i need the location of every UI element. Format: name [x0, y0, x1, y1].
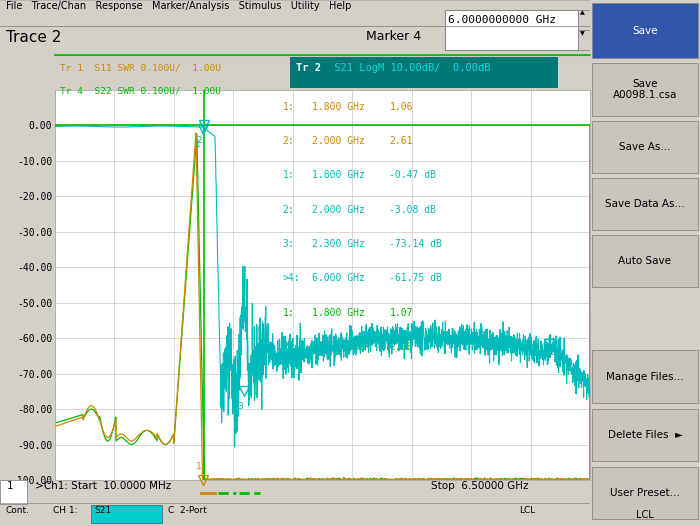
Text: -0.47 dB: -0.47 dB: [389, 170, 436, 180]
Text: 1:: 1:: [282, 170, 294, 180]
Text: 1.800 GHz: 1.800 GHz: [312, 308, 365, 318]
Text: 1: 1: [195, 140, 201, 149]
Bar: [445, 10, 578, 49]
Text: Cont.: Cont.: [6, 506, 30, 515]
Text: Stop  6.50000 GHz: Stop 6.50000 GHz: [430, 481, 528, 491]
Bar: [592, 409, 698, 461]
Text: 1:: 1:: [282, 102, 294, 112]
Text: 1: 1: [7, 481, 14, 491]
Bar: [592, 350, 698, 403]
Text: 2:: 2:: [282, 205, 294, 215]
Text: User Preset...: User Preset...: [610, 488, 680, 498]
Text: ▲: ▲: [580, 10, 584, 15]
Text: 6.000 GHz: 6.000 GHz: [312, 274, 365, 284]
Text: ▼: ▼: [580, 31, 584, 36]
Bar: [92, 505, 162, 523]
Text: S21: S21: [94, 506, 111, 515]
Text: 6.0000000000 GHz: 6.0000000000 GHz: [449, 15, 556, 25]
Bar: [578, 29, 592, 49]
Text: Save Data As...: Save Data As...: [606, 199, 685, 209]
Text: 2: 2: [197, 136, 202, 145]
Text: -73.14 dB: -73.14 dB: [389, 239, 442, 249]
Text: 1.07: 1.07: [389, 308, 413, 318]
Text: S21 LogM 10.00dB/  0.00dB: S21 LogM 10.00dB/ 0.00dB: [328, 63, 490, 73]
Bar: [592, 121, 698, 173]
Text: 2.000 GHz: 2.000 GHz: [312, 136, 365, 146]
Text: 1.800 GHz: 1.800 GHz: [312, 170, 365, 180]
Text: LCL: LCL: [519, 506, 536, 515]
Text: Save As...: Save As...: [620, 142, 671, 152]
Text: Save
A0098.1.csa: Save A0098.1.csa: [612, 79, 677, 100]
Text: 3:: 3:: [282, 239, 294, 249]
Text: >4:: >4:: [282, 274, 300, 284]
Text: C  2-Port: C 2-Port: [168, 506, 207, 515]
Text: 2.000 GHz: 2.000 GHz: [312, 205, 365, 215]
Bar: [578, 10, 592, 29]
Bar: [0, 480, 27, 504]
Text: -3.08 dB: -3.08 dB: [389, 205, 436, 215]
Text: File   Trace/Chan   Response   Marker/Analysis   Stimulus   Utility   Help: File Trace/Chan Response Marker/Analysis…: [6, 1, 351, 11]
Bar: [592, 63, 698, 116]
Text: 1.06: 1.06: [389, 102, 413, 112]
Text: 1:: 1:: [282, 308, 294, 318]
Text: 2:: 2:: [282, 342, 294, 352]
Text: Tr 1  S11 SWR 0.100U/  1.00U: Tr 1 S11 SWR 0.100U/ 1.00U: [60, 64, 221, 73]
Text: Trace 2: Trace 2: [6, 29, 62, 45]
Text: LCL: LCL: [636, 510, 654, 520]
Text: 2.66: 2.66: [389, 342, 413, 352]
Text: Save: Save: [632, 25, 658, 36]
Text: 4: 4: [550, 349, 556, 358]
Text: Auto Save: Auto Save: [619, 256, 671, 266]
Text: 2.000 GHz: 2.000 GHz: [312, 342, 365, 352]
Text: 2.300 GHz: 2.300 GHz: [312, 239, 365, 249]
Text: Manage Files...: Manage Files...: [606, 372, 684, 382]
Bar: [592, 178, 698, 230]
Text: Marker 4: Marker 4: [366, 29, 421, 43]
Text: Tr 2: Tr 2: [295, 63, 321, 73]
Text: 1: 1: [196, 462, 202, 471]
Text: Delete Files  ►: Delete Files ►: [608, 430, 682, 440]
Bar: [592, 3, 698, 58]
Text: >Ch1: Start  10.0000 MHz: >Ch1: Start 10.0000 MHz: [36, 481, 172, 491]
Text: -61.75 dB: -61.75 dB: [389, 274, 442, 284]
Bar: [592, 235, 698, 287]
Text: Tr 4  S22 SWR 0.100U/  1.00U: Tr 4 S22 SWR 0.100U/ 1.00U: [60, 86, 221, 96]
Bar: [592, 467, 698, 519]
Text: 1.800 GHz: 1.800 GHz: [312, 102, 365, 112]
Text: 3: 3: [237, 402, 243, 411]
Bar: [290, 57, 558, 88]
Text: 2.61: 2.61: [389, 136, 413, 146]
Text: 2:: 2:: [282, 136, 294, 146]
Text: CH 1:: CH 1:: [53, 506, 78, 515]
